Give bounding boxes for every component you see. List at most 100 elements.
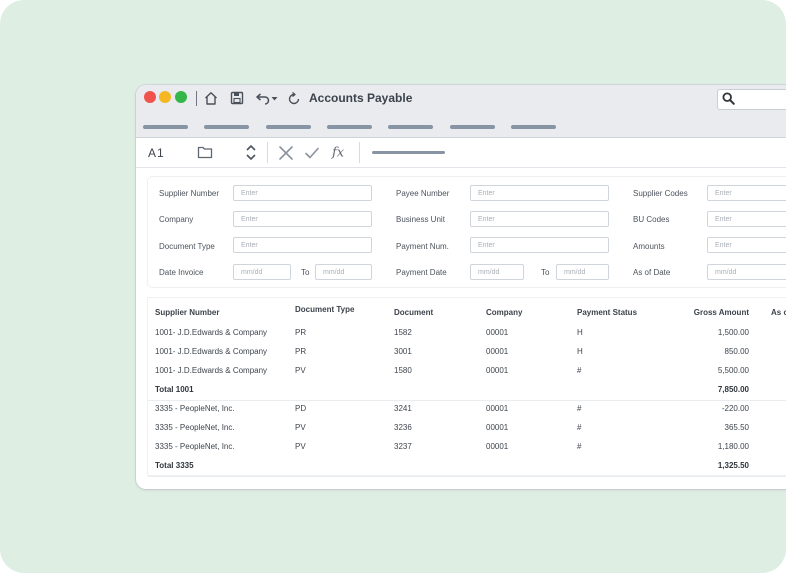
- column-header[interactable]: Document Type: [295, 305, 355, 314]
- folder-icon[interactable]: [197, 145, 213, 159]
- table-row[interactable]: 1001- J.D.Edwards & Company PR 3001 0000…: [148, 343, 786, 362]
- payment-num-label: Payment Num.: [396, 242, 449, 251]
- supplier-number-label: Supplier Number: [159, 189, 220, 198]
- formula-divider-2: [359, 142, 360, 163]
- table-row[interactable]: 3335 - PeopleNet, Inc. PV 3236 00001 # 3…: [148, 419, 786, 438]
- search-input[interactable]: [717, 89, 786, 110]
- business-unit-field[interactable]: Enter: [470, 211, 609, 227]
- column-header[interactable]: Payment Status: [577, 308, 638, 317]
- nav-tab-6[interactable]: [450, 125, 495, 129]
- payment-date-to-field[interactable]: mm/dd: [556, 264, 609, 280]
- save-icon[interactable]: [230, 90, 244, 106]
- gross-amount-cell: 1,500.00: [717, 328, 749, 337]
- status-cell: #: [577, 442, 582, 451]
- window-title: Accounts Payable: [309, 91, 413, 105]
- company-cell: 00001: [486, 404, 509, 413]
- doc-type-cell: PR: [295, 347, 307, 356]
- cancel-icon[interactable]: [278, 145, 294, 161]
- column-header[interactable]: Document: [394, 308, 434, 317]
- column-header[interactable]: Supplier Number: [155, 308, 220, 317]
- company-cell: 00001: [486, 442, 509, 451]
- results-table: Supplier Number Document Type Document C…: [148, 298, 786, 477]
- payment-date-to-label: To: [541, 268, 550, 277]
- company-label: Company: [159, 215, 194, 224]
- date-invoice-from-field[interactable]: mm/dd: [233, 264, 291, 280]
- total-row[interactable]: Total 1001 7,850.00: [148, 381, 786, 401]
- minimize-window-button[interactable]: [159, 91, 171, 103]
- amounts-field[interactable]: Enter: [707, 237, 786, 253]
- total-amount: 7,850.00: [717, 385, 749, 394]
- title-bar: Accounts Payable: [136, 85, 786, 138]
- svg-text:ƒx: ƒx: [331, 146, 345, 161]
- company-cell: 00001: [486, 366, 509, 375]
- nav-tab-3[interactable]: [266, 125, 311, 129]
- payee-number-field[interactable]: Enter: [470, 185, 609, 201]
- undo-icon[interactable]: [254, 90, 270, 106]
- payee-number-label: Payee Number: [396, 189, 450, 198]
- formula-input[interactable]: [372, 151, 445, 154]
- home-icon[interactable]: [204, 90, 218, 106]
- table-row[interactable]: 1001- J.D.Edwards & Company PV 1580 0000…: [148, 362, 786, 381]
- date-invoice-to-label: To: [301, 268, 310, 277]
- status-cell: #: [577, 423, 582, 432]
- company-field[interactable]: Enter: [233, 211, 372, 227]
- document-cell: 1580: [394, 366, 412, 375]
- maximize-window-button[interactable]: [175, 91, 187, 103]
- document-cell: 1582: [394, 328, 412, 337]
- filter-fields: Supplier Number Enter Company Enter Docu…: [136, 85, 786, 489]
- date-invoice-to-field[interactable]: mm/dd: [315, 264, 372, 280]
- doc-type-cell: PR: [295, 328, 307, 337]
- nav-tab-1[interactable]: [143, 125, 188, 129]
- toolbar-divider: [196, 91, 197, 106]
- column-header[interactable]: Gross Amount: [693, 308, 749, 317]
- total-amount: 1,325.50: [717, 461, 749, 470]
- payment-date-label: Payment Date: [396, 268, 447, 277]
- search-icon: [722, 92, 735, 105]
- formula-bar: A1 ƒx: [136, 138, 786, 168]
- nav-tab-5[interactable]: [388, 125, 433, 129]
- supplier-cell: 3335 - PeopleNet, Inc.: [155, 442, 235, 451]
- refresh-icon[interactable]: [287, 90, 301, 106]
- as-of-date-field[interactable]: mm/dd: [707, 264, 786, 280]
- supplier-codes-label: Supplier Codes: [633, 189, 688, 198]
- stepper-icon[interactable]: [245, 143, 257, 162]
- total-row[interactable]: Total 3335 1,325.50: [148, 457, 786, 477]
- total-label: Total 1001: [155, 385, 194, 394]
- status-cell: #: [577, 366, 582, 375]
- document-cell: 3241: [394, 404, 412, 413]
- company-cell: 00001: [486, 423, 509, 432]
- nav-tab-7[interactable]: [511, 125, 556, 129]
- gross-amount-cell: 5,500.00: [717, 366, 749, 375]
- doc-type-cell: PD: [295, 404, 307, 413]
- column-header[interactable]: As of: [771, 308, 786, 317]
- column-header[interactable]: Company: [486, 308, 523, 317]
- nav-tab-4[interactable]: [327, 125, 372, 129]
- nav-tab-2[interactable]: [204, 125, 249, 129]
- doc-type-cell: PV: [295, 442, 306, 451]
- bu-codes-field[interactable]: Enter: [707, 211, 786, 227]
- app-window: Accounts Payable A1 ƒx: [136, 85, 786, 489]
- payment-num-field[interactable]: Enter: [470, 237, 609, 253]
- confirm-icon[interactable]: [304, 145, 320, 161]
- document-type-label: Document Type: [159, 242, 215, 251]
- as-of-date-label: As of Date: [633, 268, 671, 277]
- gross-amount-cell: 365.50: [724, 423, 749, 432]
- supplier-number-field[interactable]: Enter: [233, 185, 372, 201]
- table-row[interactable]: 3335 - PeopleNet, Inc. PD 3241 00001 # -…: [148, 400, 786, 419]
- status-cell: H: [577, 328, 583, 337]
- cell-reference[interactable]: A1: [148, 146, 165, 160]
- close-window-button[interactable]: [144, 91, 156, 103]
- supplier-cell: 1001- J.D.Edwards & Company: [155, 366, 268, 375]
- status-cell: H: [577, 347, 583, 356]
- table-row[interactable]: 1001- J.D.Edwards & Company PR 1582 0000…: [148, 324, 786, 343]
- supplier-codes-field[interactable]: Enter: [707, 185, 786, 201]
- document-type-field[interactable]: Enter: [233, 237, 372, 253]
- doc-type-cell: PV: [295, 423, 306, 432]
- status-cell: #: [577, 404, 582, 413]
- gross-amount-cell: -220.00: [721, 404, 749, 413]
- chevron-down-icon[interactable]: [271, 90, 278, 106]
- table-row[interactable]: 3335 - PeopleNet, Inc. PV 3237 00001 # 1…: [148, 438, 786, 457]
- date-invoice-label: Date Invoice: [159, 268, 204, 277]
- payment-date-from-field[interactable]: mm/dd: [470, 264, 524, 280]
- function-icon[interactable]: ƒx: [331, 144, 349, 161]
